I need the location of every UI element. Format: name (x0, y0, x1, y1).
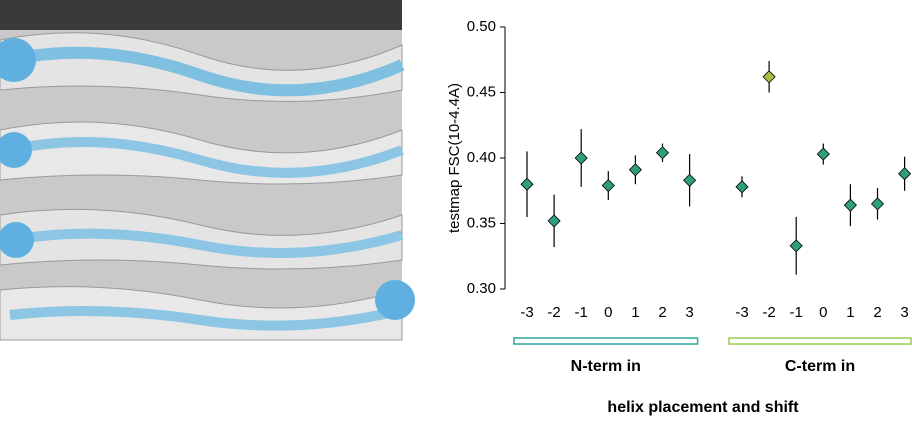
x-tick-label: 0 (819, 304, 827, 321)
point (843, 198, 857, 212)
y-tick-label: 0.40 (467, 149, 496, 166)
structure-image (0, 0, 415, 341)
x-tick-label: -1 (790, 304, 803, 321)
y-tick-label: 0.50 (467, 18, 496, 35)
x-tick-label: -1 (575, 304, 588, 321)
point (601, 178, 615, 193)
point (574, 151, 588, 165)
x-tick-label: 2 (873, 304, 881, 321)
point (683, 173, 697, 187)
point (870, 197, 885, 211)
x-tick-label: -3 (735, 304, 748, 321)
x-tick-label: 3 (685, 304, 693, 321)
x-axis-label: helix placement and shift (607, 399, 799, 416)
point (789, 239, 803, 253)
x-tick-label: 0 (604, 304, 612, 321)
point (655, 146, 670, 160)
point (898, 167, 912, 181)
x-tick-label: 1 (846, 304, 854, 321)
point (816, 147, 830, 161)
point (628, 163, 642, 177)
point (520, 177, 534, 191)
x-tick-label: -3 (520, 304, 533, 321)
group-bracket (728, 337, 912, 345)
group-bracket (513, 337, 699, 345)
y-tick-label: 0.45 (467, 83, 496, 100)
point (547, 214, 561, 228)
x-tick-label: -2 (547, 304, 560, 321)
y-tick-label: 0.30 (467, 280, 496, 297)
y-tick-label: 0.35 (467, 214, 496, 231)
x-tick-label: 3 (900, 304, 908, 321)
x-tick-label: -2 (762, 304, 775, 321)
x-tick-label: 2 (658, 304, 666, 321)
point (762, 70, 776, 84)
y-axis-label: testmap FSC(10-4.4A) (446, 83, 463, 233)
group-label: C-term in (785, 358, 855, 375)
x-tick-label: 1 (631, 304, 639, 321)
group-label: N-term in (571, 358, 641, 375)
point (735, 180, 749, 194)
